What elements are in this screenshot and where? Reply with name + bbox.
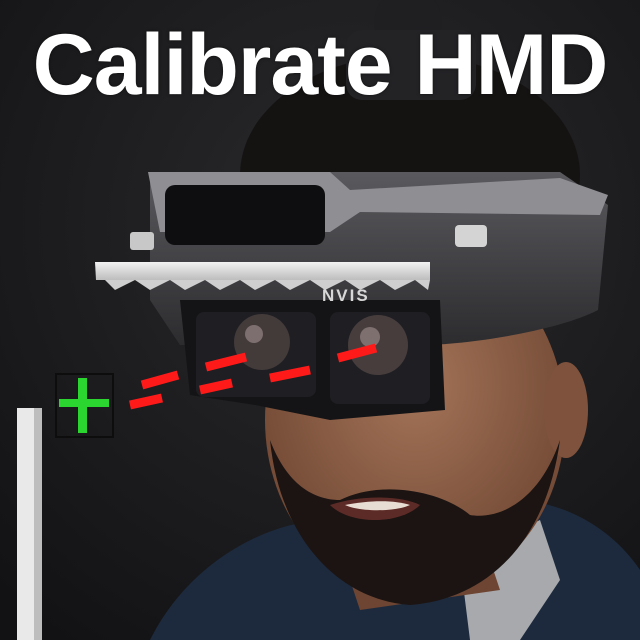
plate-teeth [105,280,430,290]
headset-brand-label: NVIS [322,286,370,305]
alignment-dash [204,352,248,372]
alignment-dash [199,378,233,395]
alignment-line [129,343,378,410]
alignment-dash [336,343,378,363]
head-strap [346,30,476,100]
beard [270,440,560,605]
crosshair-icon-vertical [78,378,87,433]
headline-title: Calibrate HMD [32,17,609,113]
alignment-dash [129,393,163,410]
teeth [345,501,410,511]
left-lens-glint [245,325,263,343]
side-tab-left [130,232,154,250]
alignment-dash [269,365,311,383]
white-post-shade [34,408,42,640]
calibration-target-frame [55,373,114,438]
side-tab [455,225,487,247]
headset-window [165,185,325,245]
alignment-dash [140,370,180,390]
right-lens [348,315,408,375]
right-lens-glint [360,327,380,347]
ear [544,362,588,458]
mounting-plate [95,262,430,280]
